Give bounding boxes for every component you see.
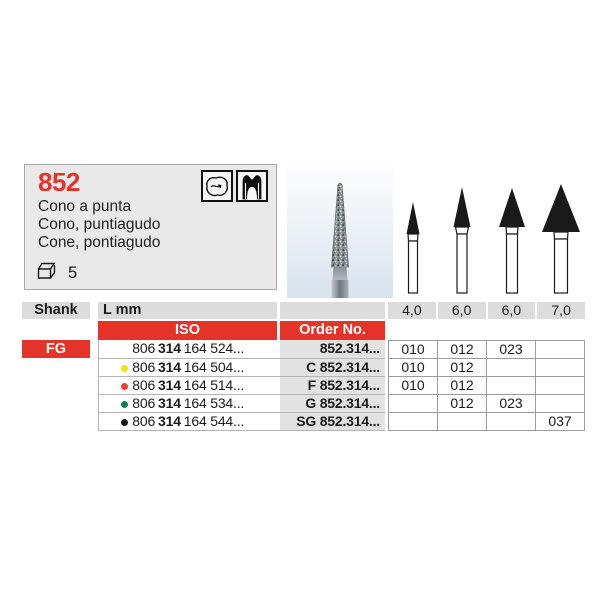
size-cell <box>536 359 585 377</box>
iso-code: 806 314 164 504... <box>99 359 277 376</box>
cone-figure-7mm <box>539 178 583 296</box>
pack-quantity: 5 <box>68 263 78 282</box>
product-names: Cono a punta Cono, puntiagudo Cone, pont… <box>38 198 160 252</box>
size-cell: 010 <box>389 341 438 359</box>
size-cell <box>536 341 585 359</box>
shank-type-badge: FG <box>22 340 90 358</box>
table-row: 806 314 164 524... 852.314... <box>99 340 385 358</box>
product-table: 806 314 164 524... 852.314... 806 314 164 50… <box>98 340 385 431</box>
size-cell <box>389 413 438 431</box>
shank-column-header: Shank <box>22 302 90 319</box>
size-cell <box>536 395 585 413</box>
header-separator <box>277 302 280 319</box>
color-code-dot <box>121 400 128 408</box>
color-code-dot <box>121 382 128 390</box>
order-number: G 852.314... <box>280 395 385 412</box>
cone-figure-6mm-b <box>490 178 534 296</box>
size-cell <box>487 413 536 431</box>
size-cell <box>536 377 585 395</box>
length-column-header: L mm <box>98 302 385 319</box>
product-name-es: Cono, puntiagudo <box>38 216 161 233</box>
size-cell: 023 <box>487 341 536 359</box>
size-cell: 012 <box>438 341 487 359</box>
table-row: 806 314 164 534... G 852.314... <box>99 394 385 412</box>
order-number: F 852.314... <box>280 377 385 394</box>
tooth-crown-icon <box>236 170 268 202</box>
size-cell: 010 <box>389 377 438 395</box>
cone-figure-4mm <box>391 178 435 296</box>
length-value: 6,0 <box>437 302 488 319</box>
order-number: C 852.314... <box>280 359 385 376</box>
length-value: 6,0 <box>487 302 538 319</box>
size-cell: 037 <box>536 413 585 431</box>
iso-code: 806 314 164 544... <box>99 413 277 430</box>
size-cell <box>487 359 536 377</box>
product-name-it: Cono a punta <box>38 198 132 215</box>
table-row: 806 314 164 514... F 852.314... <box>99 376 385 394</box>
size-cell: 012 <box>438 377 487 395</box>
length-value: 7,0 <box>537 302 585 319</box>
order-number: SG 852.314... <box>280 413 385 430</box>
open-box-icon <box>36 261 59 285</box>
iso-code: 806 314 164 514... <box>99 377 277 394</box>
size-cell <box>438 413 487 431</box>
size-cell: 023 <box>487 395 536 413</box>
size-cell: 012 <box>438 359 487 377</box>
product-name-pt: Cone, pontiagudo <box>38 234 161 251</box>
order-column-header: Order No. <box>280 321 385 340</box>
cheek-outline-icon <box>201 170 233 202</box>
table-row: 806 314 164 504... C 852.314... <box>99 358 385 376</box>
iso-column-header: ISO <box>98 321 277 340</box>
color-code-dot <box>121 418 128 426</box>
bur-photo <box>287 164 393 298</box>
pack-size-row: 5 <box>36 261 77 285</box>
length-value: 4,0 <box>388 302 438 319</box>
table-row: 806 314 164 544... SG 852.314... <box>99 412 385 430</box>
size-cell: 010 <box>389 359 438 377</box>
length-values-header: 4,0 6,0 6,0 7,0 <box>388 302 585 319</box>
iso-code: 806 314 164 534... <box>99 395 277 412</box>
product-number: 852 <box>38 167 80 197</box>
size-grid: 010 012 023 010 012 010 012 012 023 037 <box>388 340 585 431</box>
product-info-box: 852 Cono a punta Cono, puntiagudo Cone, … <box>24 164 277 290</box>
cone-figure-6mm-a <box>440 178 484 296</box>
iso-code: 806 314 164 524... <box>132 340 245 356</box>
size-cell <box>389 395 438 413</box>
size-cell: 012 <box>438 395 487 413</box>
order-number: 852.314... <box>280 340 385 358</box>
color-code-dot <box>121 364 128 372</box>
size-cell <box>487 377 536 395</box>
